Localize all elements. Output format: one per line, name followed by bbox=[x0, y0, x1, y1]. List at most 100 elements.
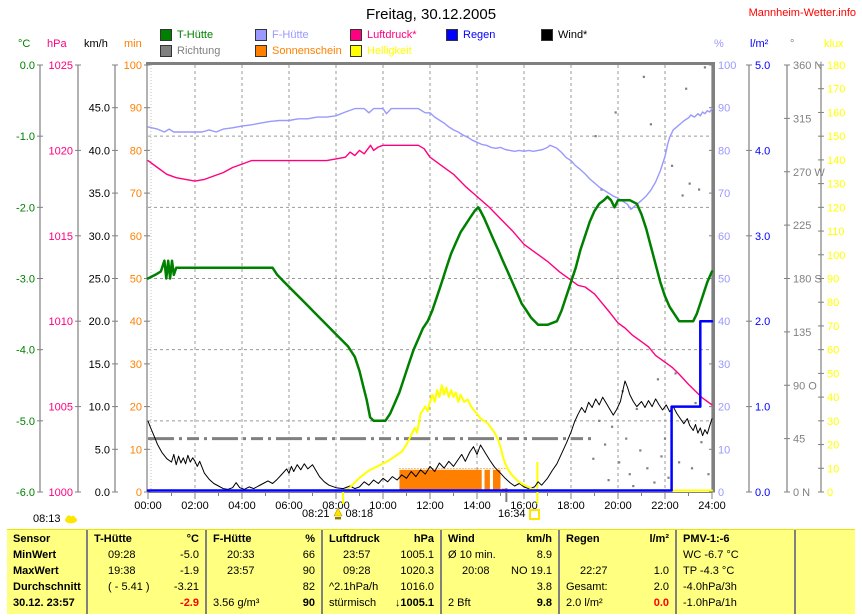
svg-text:50: 50 bbox=[827, 368, 839, 380]
marker-sunset: 16:34 bbox=[498, 508, 540, 520]
sonnenschein-swatch-icon bbox=[255, 45, 267, 57]
svg-text:1020: 1020 bbox=[49, 145, 73, 157]
svg-text:50: 50 bbox=[718, 274, 730, 286]
svg-text:00:00: 00:00 bbox=[134, 500, 162, 512]
site-link[interactable]: Mannheim-Wetter.info bbox=[748, 7, 856, 19]
row-label-maxwert: MaxWert bbox=[13, 565, 59, 577]
axis-unit-klux: klux bbox=[824, 38, 844, 50]
sunrise-icon bbox=[333, 508, 343, 520]
svg-text:20: 20 bbox=[718, 402, 730, 414]
svg-text:25.0: 25.0 bbox=[89, 274, 110, 286]
table-col-regen: Regen l/m² 22:27 1.0 Gesamt: 2.0 2.0 l/m² 0.… bbox=[560, 530, 677, 614]
legend-item-helligkeit: Helligkeit bbox=[350, 45, 412, 57]
summary-table: Sensor MinWert MaxWert Durchschnitt 30.1… bbox=[7, 529, 855, 614]
svg-text:20.0: 20.0 bbox=[89, 316, 110, 328]
r-current-value: 0.0 bbox=[653, 597, 669, 609]
f-header: F-Hütte bbox=[213, 533, 252, 545]
svg-text:0: 0 bbox=[827, 487, 833, 499]
regen-swatch-icon bbox=[446, 29, 458, 41]
axis-unit-min: min bbox=[124, 38, 142, 50]
t-huette-swatch-icon bbox=[160, 29, 172, 41]
svg-text:-4.0: -4.0 bbox=[16, 345, 35, 357]
table-col-pmv: PMV-1:-6 WC -6.7 °C TP -4.3 °C -4.0hPa/3… bbox=[677, 530, 796, 614]
row-label-durchschnitt: Durchschnitt bbox=[13, 581, 81, 593]
row-label-minwert: MinWert bbox=[13, 549, 57, 561]
svg-text:140: 140 bbox=[827, 155, 845, 167]
table-header-sensor: Sensor bbox=[13, 533, 51, 545]
svg-text:0.0: 0.0 bbox=[20, 60, 35, 72]
svg-text:20: 20 bbox=[130, 402, 142, 414]
svg-text:80: 80 bbox=[827, 297, 839, 309]
axis-unit-degrees: ° bbox=[790, 38, 795, 50]
marker-sunrise: 08:21 08:18 bbox=[302, 508, 374, 520]
axis-unit-kmh: km/h bbox=[84, 38, 108, 50]
axis-unit-lm2: l/m² bbox=[750, 38, 769, 50]
svg-text:80: 80 bbox=[130, 145, 142, 157]
svg-text:5.0: 5.0 bbox=[95, 444, 110, 456]
legend-item-regen: Regen bbox=[446, 29, 541, 41]
svg-text:1000: 1000 bbox=[49, 487, 73, 499]
w-header: Wind bbox=[448, 533, 475, 545]
svg-text:04:00: 04:00 bbox=[228, 500, 256, 512]
svg-text:-6.0: -6.0 bbox=[16, 487, 35, 499]
svg-text:2.0: 2.0 bbox=[755, 316, 770, 328]
svg-text:225: 225 bbox=[793, 220, 811, 232]
svg-text:0: 0 bbox=[136, 487, 142, 499]
legend-item-richtung: Richtung bbox=[160, 45, 255, 57]
svg-text:40: 40 bbox=[718, 316, 730, 328]
r-header: Regen bbox=[566, 533, 600, 545]
svg-text:1005: 1005 bbox=[49, 402, 73, 414]
svg-text:-3.0: -3.0 bbox=[16, 274, 35, 286]
svg-text:90: 90 bbox=[718, 103, 730, 115]
svg-text:315: 315 bbox=[793, 113, 811, 125]
table-col-luftdruck: Luftdruck hPa 23:57 1005.1 09:28 1020.3 ^2.… bbox=[323, 530, 442, 614]
svg-text:150: 150 bbox=[827, 131, 845, 143]
legend-item-wind: Wind* bbox=[541, 29, 587, 41]
richtung-swatch-icon bbox=[160, 45, 172, 57]
svg-text:70: 70 bbox=[718, 188, 730, 200]
svg-text:40.0: 40.0 bbox=[89, 145, 110, 157]
w-current-value: 9.8 bbox=[536, 597, 552, 609]
svg-text:10: 10 bbox=[827, 463, 839, 475]
svg-text:20:00: 20:00 bbox=[604, 500, 632, 512]
svg-text:40: 40 bbox=[827, 392, 839, 404]
f-huette-swatch-icon bbox=[255, 29, 267, 41]
svg-text:30: 30 bbox=[130, 359, 142, 371]
legend-item-f-huette: F-Hütte bbox=[255, 29, 350, 41]
table-col-sensor: Sensor MinWert MaxWert Durchschnitt 30.1… bbox=[7, 530, 88, 614]
svg-text:0.0: 0.0 bbox=[755, 487, 770, 499]
svg-text:1025: 1025 bbox=[49, 60, 73, 72]
svg-text:70: 70 bbox=[827, 321, 839, 333]
table-col-t-huette: T-Hütte °C 09:28 -5.0 19:38 -1.9 ( - 5.41 )… bbox=[88, 530, 207, 614]
svg-text:90: 90 bbox=[827, 274, 839, 286]
svg-text:15.0: 15.0 bbox=[89, 359, 110, 371]
svg-text:160: 160 bbox=[827, 107, 845, 119]
luftdruck-swatch-icon bbox=[350, 29, 362, 41]
svg-text:06:00: 06:00 bbox=[275, 500, 303, 512]
table-col-f-huette: F-Hütte% 20:33 66 23:57 90 82 3.56 g/m³ 90 bbox=[207, 530, 323, 614]
svg-text:24:00: 24:00 bbox=[698, 500, 726, 512]
svg-text:0: 0 bbox=[718, 487, 724, 499]
svg-text:35.0: 35.0 bbox=[89, 188, 110, 200]
svg-text:60: 60 bbox=[718, 231, 730, 243]
svg-text:14:00: 14:00 bbox=[463, 500, 491, 512]
svg-text:30: 30 bbox=[827, 416, 839, 428]
svg-text:30.0: 30.0 bbox=[89, 231, 110, 243]
svg-text:12:00: 12:00 bbox=[416, 500, 444, 512]
svg-text:180 S: 180 S bbox=[793, 274, 822, 286]
svg-text:-2.0: -2.0 bbox=[16, 202, 35, 214]
chart-legend-row-2: Richtung Sonnenschein Helligkeit bbox=[160, 45, 412, 57]
table-col-empty bbox=[796, 530, 853, 614]
svg-text:170: 170 bbox=[827, 84, 845, 96]
svg-text:3.0: 3.0 bbox=[755, 231, 770, 243]
svg-text:90 O: 90 O bbox=[793, 380, 817, 392]
svg-text:5.0: 5.0 bbox=[755, 60, 770, 72]
helligkeit-swatch-icon bbox=[350, 45, 362, 57]
svg-text:60: 60 bbox=[130, 231, 142, 243]
axis-unit-celsius: °C bbox=[18, 38, 31, 50]
svg-text:110: 110 bbox=[827, 226, 845, 238]
chart-legend-row-1: T-Hütte F-Hütte Luftdruck* Regen Wind* bbox=[160, 29, 587, 41]
svg-text:1.0: 1.0 bbox=[755, 402, 770, 414]
t-header: T-Hütte bbox=[94, 533, 132, 545]
